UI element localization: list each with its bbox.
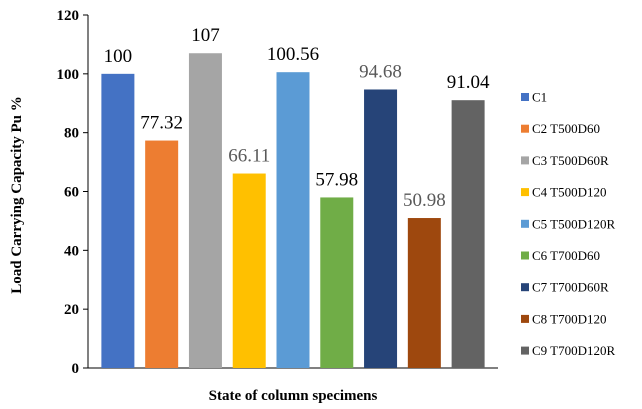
legend-label: C1 bbox=[532, 90, 547, 105]
legend-swatch bbox=[521, 283, 529, 292]
y-tick-label: 120 bbox=[57, 8, 80, 24]
legend-label: C5 T500D120R bbox=[532, 216, 616, 231]
bar bbox=[232, 173, 266, 368]
y-tick-label: 60 bbox=[64, 185, 79, 201]
data-label: 50.98 bbox=[403, 190, 446, 211]
legend-swatch bbox=[521, 156, 529, 165]
data-label: 57.98 bbox=[315, 169, 358, 190]
y-tick-label: 100 bbox=[57, 67, 80, 83]
y-tick-label: 80 bbox=[64, 126, 79, 142]
legend-swatch bbox=[521, 188, 529, 197]
legend-label: C6 T700D60 bbox=[532, 248, 600, 263]
bar bbox=[188, 53, 222, 368]
bar bbox=[320, 197, 354, 368]
y-tick-label: 40 bbox=[64, 243, 79, 259]
legend-label: C3 T500D60R bbox=[532, 153, 609, 168]
data-label-group: 100 77.32 107 66.11 100.56 57.98 94.68 50.98 91.… bbox=[104, 25, 490, 211]
legend: C1 C2 T500D60 C3 T500D60R C4 T500D120 C5 T50… bbox=[521, 90, 616, 358]
legend-label: C8 T700D120 bbox=[532, 311, 607, 326]
data-label: 66.11 bbox=[228, 146, 270, 167]
legend-swatch bbox=[521, 251, 529, 260]
data-label: 91.04 bbox=[447, 72, 490, 93]
data-label: 100 bbox=[104, 46, 133, 67]
legend-label: C9 T700D120R bbox=[532, 343, 616, 358]
y-axis-title: Load Carrying Capacity Pu % bbox=[9, 96, 25, 294]
legend-swatch bbox=[521, 346, 529, 355]
data-label: 77.32 bbox=[140, 113, 183, 134]
legend-swatch bbox=[521, 219, 529, 228]
bar-group bbox=[101, 53, 485, 368]
x-axis-title: State of column specimens bbox=[209, 388, 378, 404]
legend-swatch bbox=[521, 124, 529, 133]
bar bbox=[101, 73, 135, 368]
bar bbox=[276, 72, 310, 368]
y-tick-label: 20 bbox=[64, 302, 79, 318]
data-label: 107 bbox=[191, 25, 220, 46]
legend-swatch bbox=[521, 93, 529, 101]
data-label: 100.56 bbox=[267, 44, 319, 65]
legend-label: C7 T700D60R bbox=[532, 280, 609, 295]
legend-label: C4 T500D120 bbox=[532, 185, 607, 200]
bar bbox=[451, 100, 485, 368]
bar bbox=[407, 218, 441, 368]
bar bbox=[145, 140, 179, 368]
data-label: 94.68 bbox=[359, 61, 402, 82]
legend-label: C2 T500D60 bbox=[532, 121, 600, 136]
y-tick-label: 0 bbox=[72, 361, 80, 377]
bar bbox=[364, 89, 398, 368]
legend-swatch bbox=[521, 314, 529, 323]
